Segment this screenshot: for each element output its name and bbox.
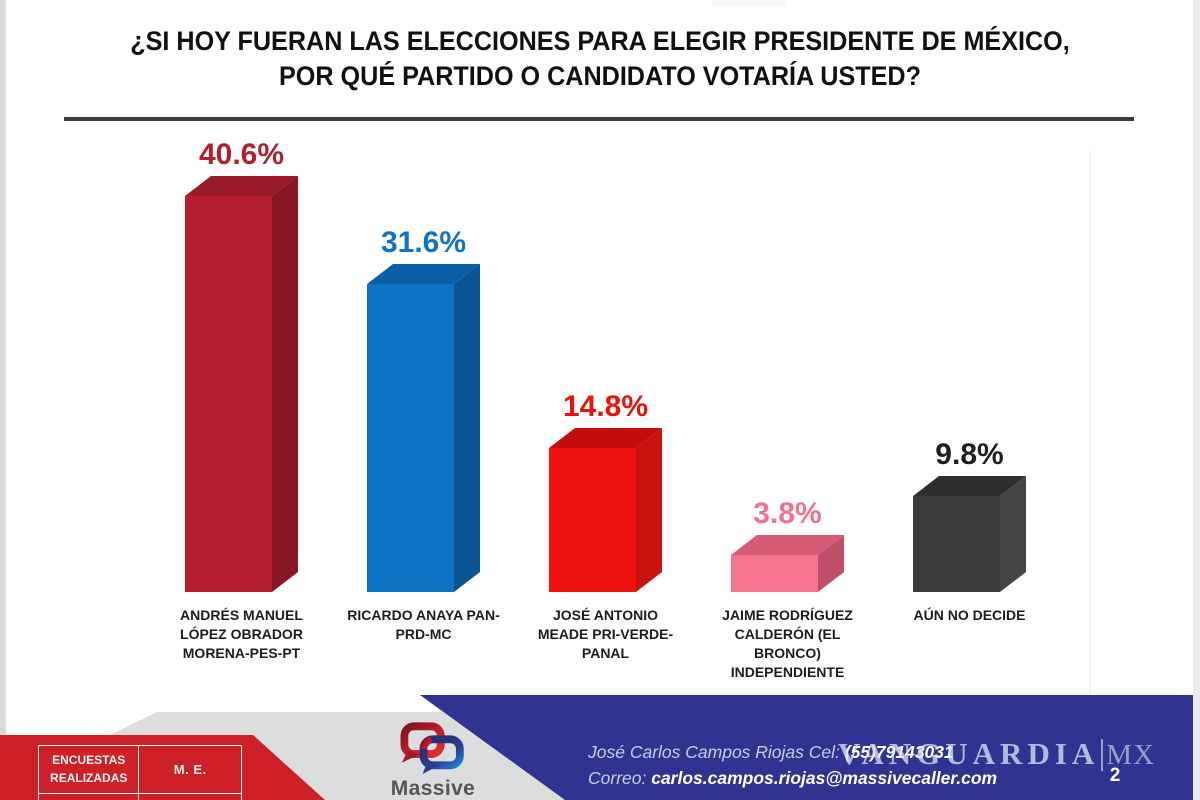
category-label-line: ANDRÉS MANUEL — [180, 607, 303, 623]
category-label-line: PRD-MC — [395, 626, 452, 642]
category-label-line: MEADE PRI-VERDE- — [537, 626, 674, 642]
watermark-main: VANGUARDIA — [838, 736, 1100, 771]
contact-line-email: Correo: carlos.campos.riojas@massivecall… — [588, 768, 997, 789]
category-label-line: JOSÉ ANTONIO — [552, 607, 659, 623]
title-divider — [64, 117, 1134, 121]
vanguardia-watermark: VANGUARDIA MX — [838, 736, 1156, 772]
footer-blue-banner — [420, 695, 1200, 800]
table-cell-row2-left — [37, 793, 140, 800]
category-label-line: JAIME RODRÍGUEZ — [722, 607, 853, 623]
bar-category-label: ANDRÉS MANUEL LÓPEZ OBRADOR MORENA-PES-PT — [132, 606, 352, 663]
watermark-suffix: MX — [1101, 739, 1156, 771]
bar-top-face — [731, 535, 844, 555]
bar-value-label: 9.8% — [935, 438, 1004, 471]
bar-top-face — [549, 428, 662, 448]
contact-email-value: carlos.campos.riojas@massivecaller.com — [651, 768, 998, 788]
bar-value-label: 3.8% — [753, 497, 822, 530]
table-cell-me: M. E. — [138, 745, 242, 794]
category-label-line: PANAL — [581, 645, 630, 661]
category-label-line: LÓPEZ OBRADOR — [180, 626, 303, 642]
table-cell-encuestas: ENCUESTAS REALIZADAS — [37, 745, 140, 794]
bar-category-label: JOSÉ ANTONIO MEADE PRI-VERDE- PANAL — [496, 606, 716, 663]
page-number: 2 — [1109, 765, 1121, 786]
photo-fold-line — [1089, 150, 1091, 695]
bar-front-face — [367, 284, 454, 592]
bar-value-label: 31.6% — [380, 226, 467, 259]
top-cropped-element — [712, 0, 785, 6]
category-label-line: CALDERÓN (EL — [734, 626, 841, 642]
bar-side-face — [1000, 476, 1026, 592]
massive-logo: Massive — [378, 720, 488, 800]
contact-phone-value: (55)79143031 — [844, 742, 954, 762]
bar-top-face — [185, 176, 298, 196]
table-cell-row2-right — [138, 793, 242, 800]
bar-front-face — [913, 496, 1000, 592]
category-label-line: RICARDO ANAYA PAN- — [347, 607, 500, 623]
bar-category-label: JAIME RODRÍGUEZ CALDERÓN (EL BRONCO) INDEPE… — [678, 606, 898, 682]
table-row — [37, 793, 242, 800]
bar-category-label: RICARDO ANAYA PAN- PRD-MC — [314, 606, 534, 644]
page-title: ¿SI HOY FUERAN LAS ELECCIONES PARA ELEGI… — [87, 24, 1113, 94]
contact-name-label: José Carlos Campos Riojas Cel: — [588, 742, 845, 762]
bar-value-label: 40.6% — [198, 138, 285, 171]
category-label-line: INDEPENDIENTE — [730, 664, 845, 680]
bar-side-face — [272, 176, 298, 592]
bar-front-face — [185, 196, 272, 592]
massive-logo-text: Massive — [390, 777, 476, 800]
bar-side-face — [454, 264, 480, 592]
bar-top-face — [913, 476, 1026, 496]
footer-stats-table: ENCUESTAS REALIZADAS M. E. — [37, 745, 242, 800]
title-line-1: ¿SI HOY FUERAN LAS ELECCIONES PARA ELEGI… — [130, 26, 1070, 56]
category-label-line: BRONCO) — [754, 645, 821, 661]
massive-logo-icon — [400, 722, 464, 774]
bar-category-label: AÚN NO DECIDE — [860, 606, 1080, 625]
page-left-edge — [0, 0, 6, 800]
table-row: ENCUESTAS REALIZADAS M. E. — [37, 745, 242, 794]
bar-front-face — [549, 448, 636, 592]
bar-front-face — [731, 555, 818, 592]
contact-email-label: Correo: — [588, 768, 652, 788]
bar-value-label: 14.8% — [562, 390, 649, 423]
category-label-line: AÚN NO DECIDE — [913, 607, 1026, 623]
title-line-2: POR QUÉ PARTIDO O CANDIDATO VOTARÍA USTE… — [279, 60, 921, 91]
bar-side-face — [636, 428, 662, 592]
bar-top-face — [367, 264, 480, 284]
contact-line-phone: José Carlos Campos Riojas Cel: (55)79143… — [588, 742, 954, 763]
category-label-line: MORENA-PES-PT — [182, 645, 301, 661]
page-right-edge — [1193, 0, 1200, 800]
